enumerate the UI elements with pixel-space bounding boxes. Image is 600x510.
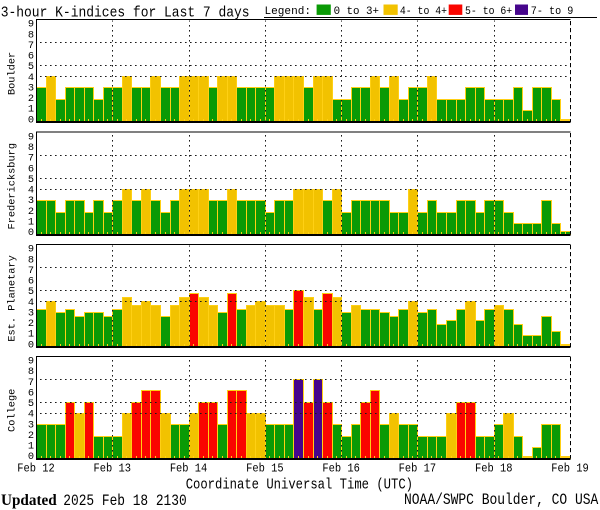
svg-text:5: 5 <box>28 174 34 186</box>
svg-text:3-hour K-indices for Last 7 da: 3-hour K-indices for Last 7 days <box>1 4 250 21</box>
svg-text:0: 0 <box>28 339 34 351</box>
svg-text:9: 9 <box>28 244 34 256</box>
svg-text:Feb 12: Feb 12 <box>17 463 55 476</box>
svg-text:6: 6 <box>28 51 34 63</box>
svg-text:3: 3 <box>28 419 34 431</box>
svg-text:0 to 3+: 0 to 3+ <box>334 6 379 18</box>
svg-text:1: 1 <box>28 329 34 341</box>
svg-text:College: College <box>7 389 19 432</box>
svg-text:7: 7 <box>28 153 34 165</box>
svg-text:Coordinate Universal Time (UTC: Coordinate Universal Time (UTC) <box>186 477 413 494</box>
svg-text:0: 0 <box>28 451 34 463</box>
svg-text:Est. Planetary: Est. Planetary <box>7 255 19 342</box>
svg-text:NOAA/SWPC Boulder, CO USA: NOAA/SWPC Boulder, CO USA <box>404 491 599 509</box>
svg-text:0: 0 <box>28 227 34 239</box>
svg-text:3: 3 <box>28 82 34 94</box>
svg-text:8: 8 <box>28 142 34 154</box>
svg-text:7: 7 <box>28 40 34 52</box>
svg-text:Updated: Updated <box>1 492 57 509</box>
svg-text:1: 1 <box>28 441 34 453</box>
svg-text:Feb 19: Feb 19 <box>551 463 589 476</box>
svg-text:6: 6 <box>28 163 34 175</box>
svg-text:1: 1 <box>28 104 34 116</box>
svg-text:2: 2 <box>28 318 34 330</box>
svg-text:2: 2 <box>28 430 34 442</box>
svg-text:Feb 13: Feb 13 <box>94 463 132 476</box>
svg-text:Feb 16: Feb 16 <box>322 463 360 476</box>
svg-text:Feb 15: Feb 15 <box>246 463 284 476</box>
svg-text:4- to 4+: 4- to 4+ <box>400 6 447 18</box>
svg-text:7- to 9: 7- to 9 <box>531 6 574 18</box>
svg-text:5: 5 <box>28 61 34 73</box>
svg-text:Boulder: Boulder <box>7 52 19 95</box>
svg-text:8: 8 <box>28 29 34 41</box>
svg-text:5: 5 <box>28 398 34 410</box>
svg-text:4: 4 <box>28 297 34 309</box>
svg-text:5- to 6+: 5- to 6+ <box>465 6 512 18</box>
svg-text:9: 9 <box>28 19 34 31</box>
svg-text:8: 8 <box>28 254 34 266</box>
svg-text:2: 2 <box>28 93 34 105</box>
svg-text:5: 5 <box>28 286 34 298</box>
svg-text:6: 6 <box>28 387 34 399</box>
svg-text:7: 7 <box>28 265 34 277</box>
svg-text:6: 6 <box>28 276 34 288</box>
svg-text:0: 0 <box>28 114 34 126</box>
svg-text:4: 4 <box>28 409 34 421</box>
svg-text:3: 3 <box>28 195 34 207</box>
svg-text:2025 Feb 18 2130: 2025 Feb 18 2130 <box>63 492 186 510</box>
svg-text:Fredericksburg: Fredericksburg <box>7 143 19 230</box>
svg-text:Legend:: Legend: <box>265 6 312 18</box>
svg-text:4: 4 <box>28 72 34 84</box>
svg-text:Feb 14: Feb 14 <box>170 463 208 476</box>
svg-text:Feb 18: Feb 18 <box>475 463 513 476</box>
svg-text:9: 9 <box>28 356 34 368</box>
svg-text:2: 2 <box>28 206 34 218</box>
svg-text:3: 3 <box>28 307 34 319</box>
svg-text:7: 7 <box>28 377 34 389</box>
svg-text:8: 8 <box>28 366 34 378</box>
svg-text:1: 1 <box>28 216 34 228</box>
svg-text:4: 4 <box>28 185 34 197</box>
svg-text:9: 9 <box>28 131 34 143</box>
svg-text:Feb 17: Feb 17 <box>399 463 437 476</box>
